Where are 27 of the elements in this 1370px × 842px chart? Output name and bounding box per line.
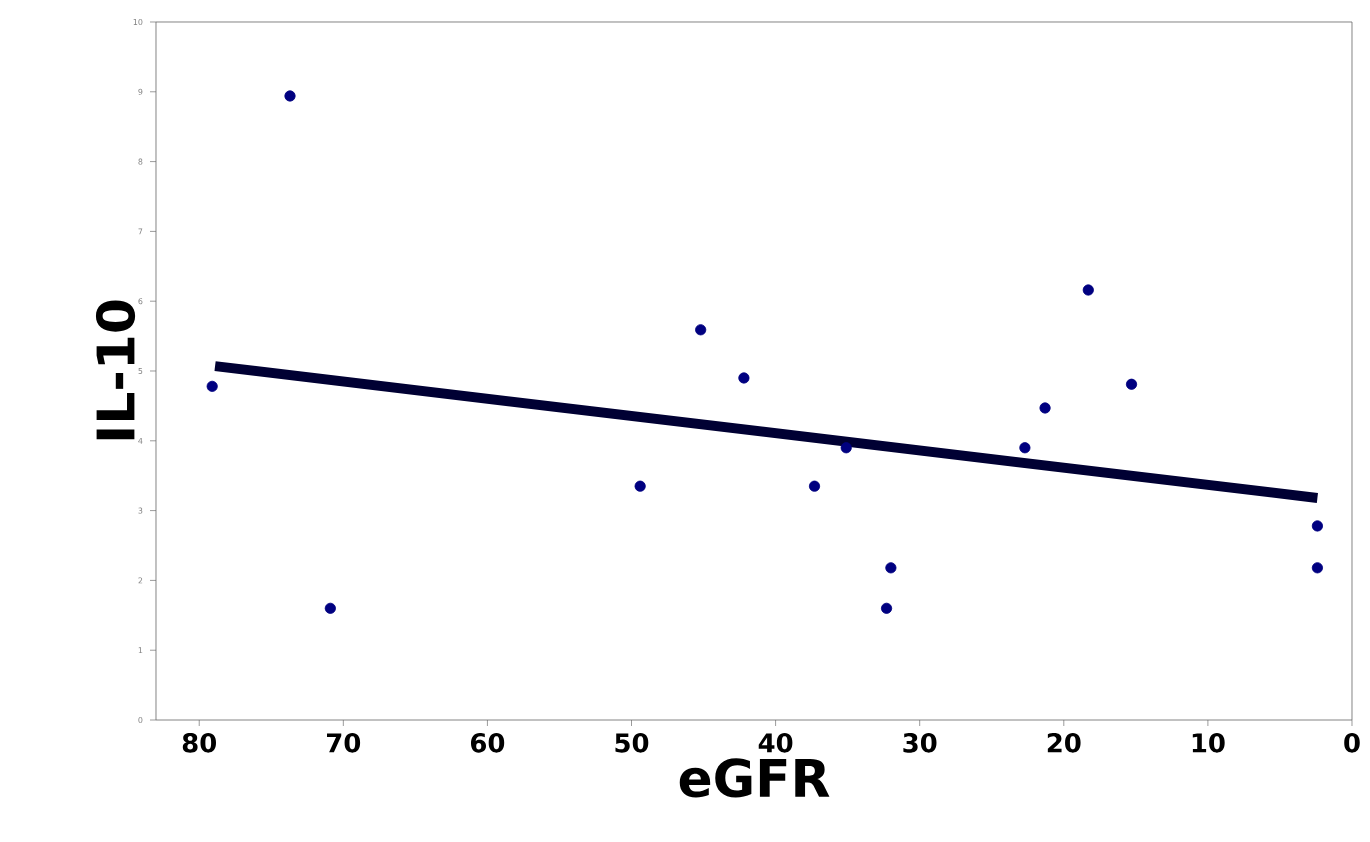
point — [324, 602, 336, 614]
x-tick-label: 80 — [182, 733, 216, 753]
point — [284, 90, 296, 102]
x-tick-label: 70 — [327, 733, 361, 753]
point — [695, 324, 707, 336]
point — [808, 480, 821, 492]
point — [738, 372, 750, 384]
x-tick-label: 30 — [903, 733, 937, 753]
point — [880, 602, 893, 614]
point — [840, 442, 852, 454]
x-axis-title: eGFR — [679, 758, 830, 798]
point — [1039, 402, 1051, 414]
point — [1311, 520, 1323, 532]
point — [1082, 284, 1094, 296]
point — [885, 562, 897, 574]
x-tick-label: 10 — [1192, 733, 1225, 753]
x-tick-label: 0 — [1344, 733, 1360, 753]
y-axis-title: IL-10 — [95, 300, 136, 440]
point — [1019, 442, 1031, 454]
point — [206, 380, 218, 392]
x-tick-label: 20 — [1047, 733, 1081, 753]
point — [634, 480, 646, 492]
x-tick-label: 50 — [615, 733, 649, 753]
point — [1311, 562, 1323, 574]
x-tick-label: 40 — [758, 733, 793, 753]
point — [1125, 378, 1138, 390]
x-tick-label: 60 — [470, 733, 505, 753]
